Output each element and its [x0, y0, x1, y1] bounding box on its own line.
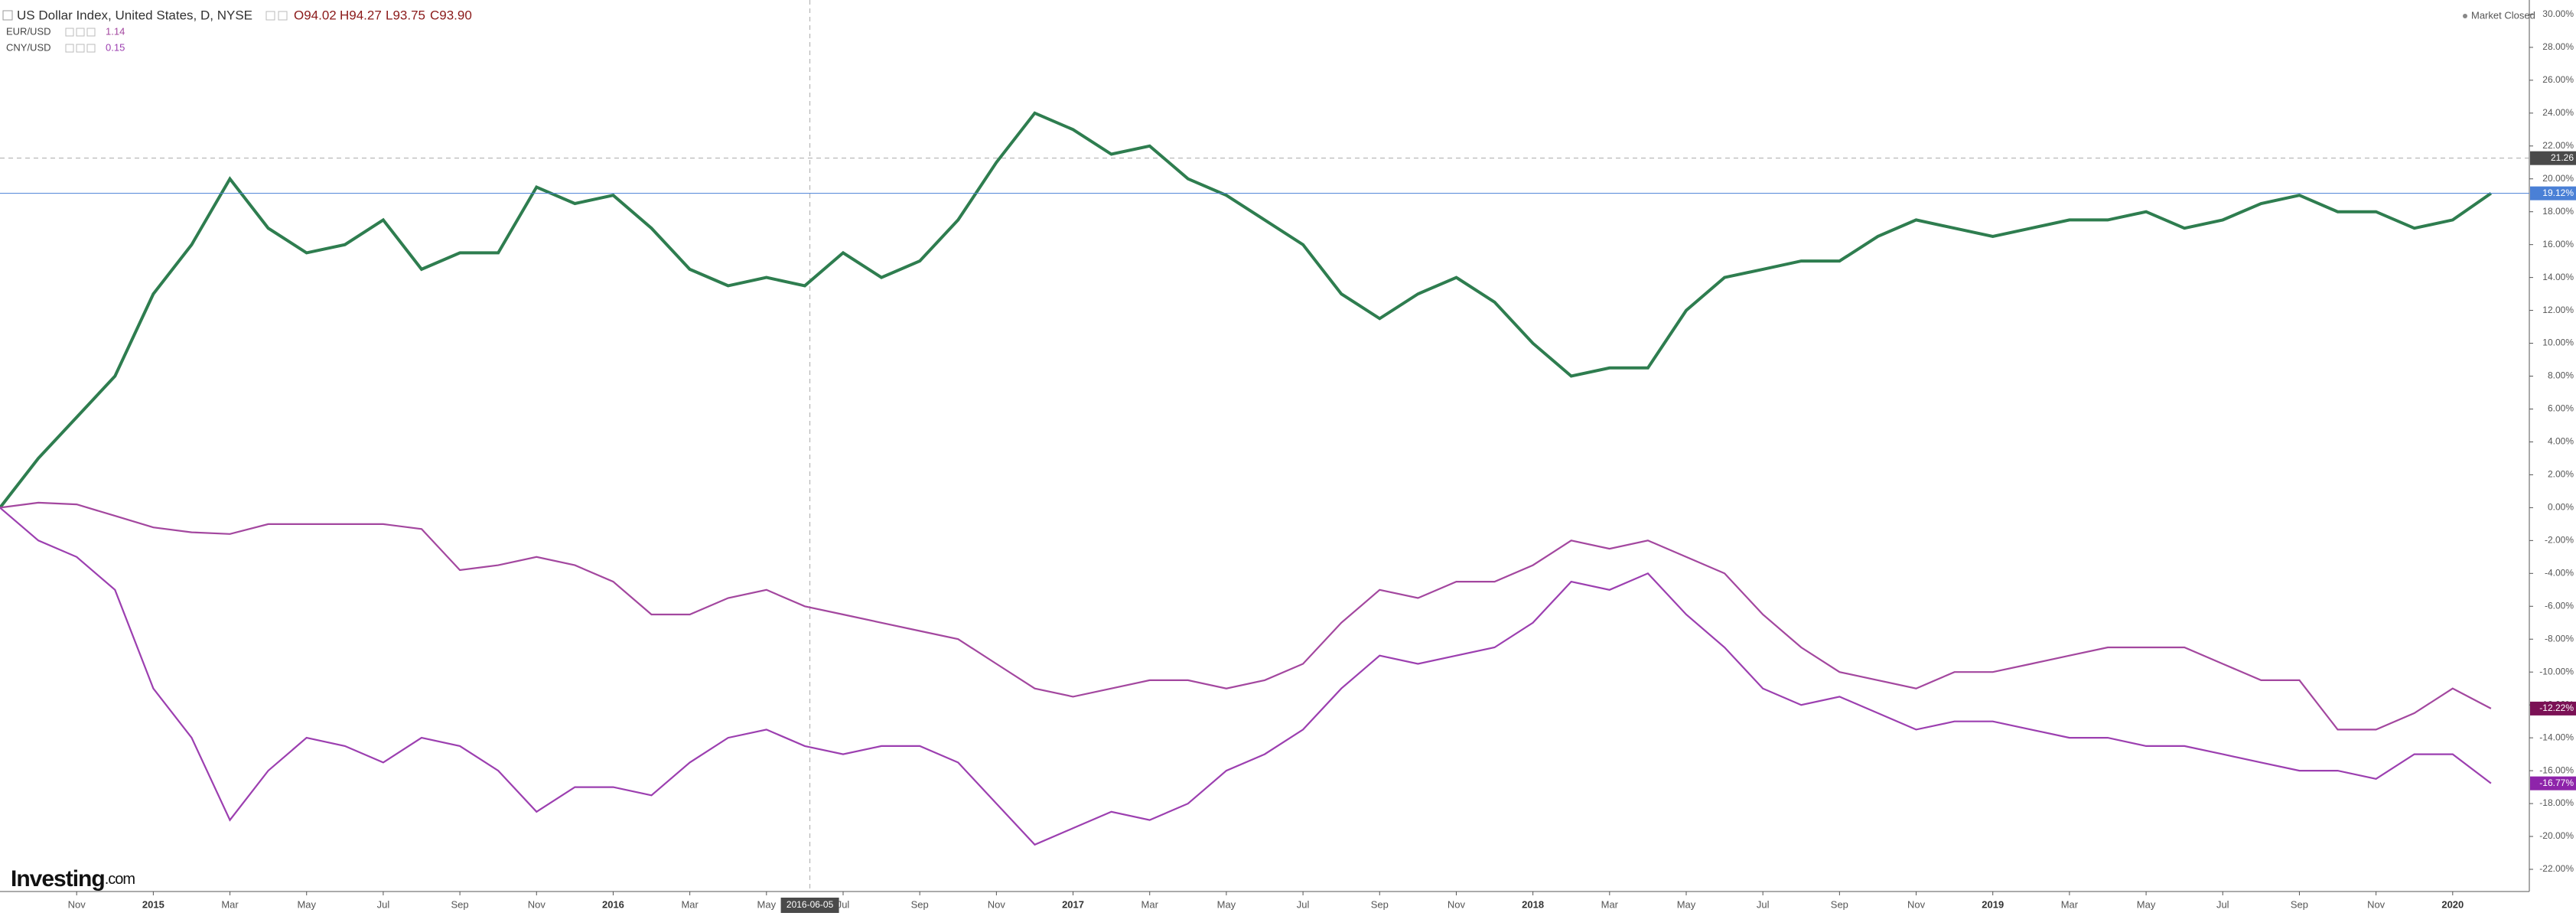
last-value-badge: [2530, 186, 2576, 200]
x-tick-label: May: [1677, 898, 1696, 910]
y-tick-label: 28.00%: [2542, 41, 2574, 52]
x-tick-label: Sep: [1831, 898, 1848, 910]
collapse-icon[interactable]: [2, 10, 13, 21]
series-line: [0, 507, 2492, 846]
x-tick-label: Sep: [1371, 898, 1389, 910]
crosshair-x-label: 2016-06-05: [786, 899, 834, 910]
x-tick-label: Mar: [2061, 898, 2079, 910]
x-tick-label: May: [757, 898, 777, 910]
logo: Investing.com: [11, 866, 135, 892]
y-tick-label: 0.00%: [2548, 502, 2574, 513]
legend-icon: [65, 44, 74, 53]
crosshair-y-badge: [2530, 151, 2576, 165]
x-tick-label: Sep: [451, 898, 469, 910]
x-tick-label: Jul: [2216, 898, 2229, 910]
x-tick-label: Sep: [911, 898, 929, 910]
x-tick-label: May: [1217, 898, 1236, 910]
logo-suffix: .com: [105, 871, 135, 888]
y-tick-label: -22.00%: [2539, 863, 2574, 874]
last-value-label: 19.12%: [2542, 187, 2574, 198]
logo-text: Investing: [11, 866, 105, 892]
series-line: [0, 501, 2492, 731]
x-tick-label: Nov: [528, 898, 546, 910]
ohlc-low: L93.75: [386, 8, 425, 22]
y-tick-label: -6.00%: [2545, 600, 2574, 611]
legend-icon: [65, 28, 74, 37]
x-tick-label: Nov: [1448, 898, 1466, 910]
x-tick-label: Mar: [1141, 898, 1159, 910]
y-tick-label: -10.00%: [2539, 666, 2574, 676]
last-value-badge: [2530, 701, 2576, 716]
status-dot: [2463, 14, 2467, 18]
x-tick-label: 2018: [1522, 898, 1544, 910]
x-tick-label: Mar: [221, 898, 239, 910]
series-title: US Dollar Index, United States, D, NYSE: [17, 8, 252, 22]
legend-name: EUR/USD: [6, 25, 51, 37]
x-tick-label: Mar: [681, 898, 699, 910]
x-tick-label: 2016: [602, 898, 624, 910]
ohlc-close: C93.90: [430, 8, 472, 22]
y-tick-label: -14.00%: [2539, 732, 2574, 742]
y-tick-label: 6.00%: [2548, 403, 2574, 414]
y-tick-label: -20.00%: [2539, 830, 2574, 841]
x-tick-label: 2015: [142, 898, 164, 910]
icon[interactable]: [265, 11, 275, 21]
y-tick-label: 18.00%: [2542, 206, 2574, 217]
legend-icon: [76, 44, 85, 53]
x-tick-label: 2020: [2441, 898, 2464, 910]
y-tick-label: 4.00%: [2548, 436, 2574, 447]
y-tick-label: 20.00%: [2542, 173, 2574, 184]
market-status: Market Closed: [2471, 9, 2535, 21]
y-tick-label: 12.00%: [2542, 305, 2574, 315]
y-tick-label: 16.00%: [2542, 239, 2574, 249]
legend-name: CNY/USD: [6, 41, 51, 53]
y-tick-label: -16.00%: [2539, 764, 2574, 775]
x-tick-label: 2019: [1982, 898, 2004, 910]
x-tick-label: 2017: [1062, 898, 1084, 910]
x-tick-label: Mar: [1601, 898, 1619, 910]
y-tick-label: 24.00%: [2542, 107, 2574, 118]
y-tick-label: 8.00%: [2548, 370, 2574, 381]
y-tick-label: -8.00%: [2545, 633, 2574, 644]
y-tick-label: 30.00%: [2542, 8, 2574, 19]
series-line: [0, 111, 2493, 509]
ohlc-open: O94.02: [294, 8, 337, 22]
x-tick-label: Jul: [837, 898, 850, 910]
x-tick-label: Sep: [2291, 898, 2308, 910]
x-tick-label: Nov: [68, 898, 86, 910]
crosshair-x-badge: [780, 898, 839, 913]
icon[interactable]: [278, 11, 288, 21]
y-tick-label: 26.00%: [2542, 74, 2574, 85]
x-tick-label: Jul: [1757, 898, 1770, 910]
last-value-badge: [2530, 776, 2576, 790]
legend-value: 1.14: [106, 25, 125, 37]
x-tick-label: May: [2137, 898, 2156, 910]
x-tick-label: Nov: [1907, 898, 1926, 910]
last-value-label: -16.77%: [2539, 777, 2574, 788]
legend-value: 0.15: [106, 41, 125, 53]
crosshair-y-label: 21.26: [2551, 152, 2574, 163]
x-tick-label: Nov: [988, 898, 1006, 910]
x-tick-label: Jul: [1297, 898, 1310, 910]
y-tick-label: -2.00%: [2545, 535, 2574, 546]
legend-icon: [86, 44, 96, 53]
x-tick-label: Jul: [377, 898, 390, 910]
y-tick-label: 10.00%: [2542, 337, 2574, 348]
y-tick-label: 2.00%: [2548, 469, 2574, 480]
y-tick-label: -4.00%: [2545, 567, 2574, 578]
y-tick-label: 22.00%: [2542, 140, 2574, 151]
last-value-label: -12.22%: [2539, 702, 2574, 713]
legend-icon: [76, 28, 85, 37]
legend-icon: [86, 28, 96, 37]
ohlc-high: H94.27: [340, 8, 382, 22]
y-tick-label: 14.00%: [2542, 272, 2574, 282]
x-tick-label: May: [297, 898, 316, 910]
x-tick-label: Nov: [2367, 898, 2385, 910]
y-tick-label: -18.00%: [2539, 797, 2574, 808]
